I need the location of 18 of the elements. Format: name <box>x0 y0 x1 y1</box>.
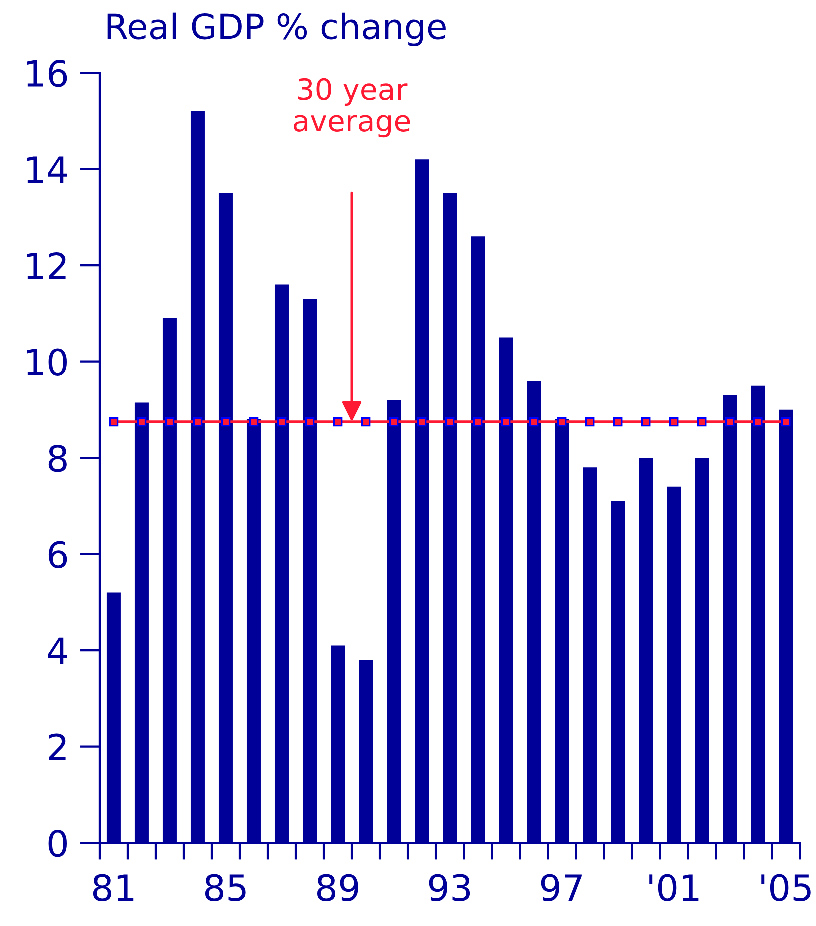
y-tick-label: 8 <box>48 444 67 472</box>
x-tick-label: 81 <box>93 874 134 902</box>
y-tick-label: 4 <box>48 638 68 664</box>
chart-title: Real GDP % change <box>108 12 446 46</box>
annotation: 30 year average <box>294 78 410 138</box>
y-tick-label: 0 <box>48 830 68 858</box>
y-tick-label: 6 <box>48 541 68 569</box>
y-tick-label: 10 <box>27 348 68 376</box>
x-tick-label: 93 <box>429 874 470 902</box>
y-tick-label: 2 <box>49 734 66 761</box>
y-tick-label: 14 <box>27 156 68 184</box>
x-tick-label: 97 <box>541 874 582 902</box>
x-tick-label: 85 <box>205 874 246 902</box>
y-tick-label: 16 <box>27 60 68 88</box>
x-tick-label: '05 <box>762 874 811 902</box>
x-tick-label: '01 <box>650 874 699 902</box>
x-tick-label: 89 <box>317 874 358 902</box>
y-tick-label: 12 <box>27 252 66 280</box>
